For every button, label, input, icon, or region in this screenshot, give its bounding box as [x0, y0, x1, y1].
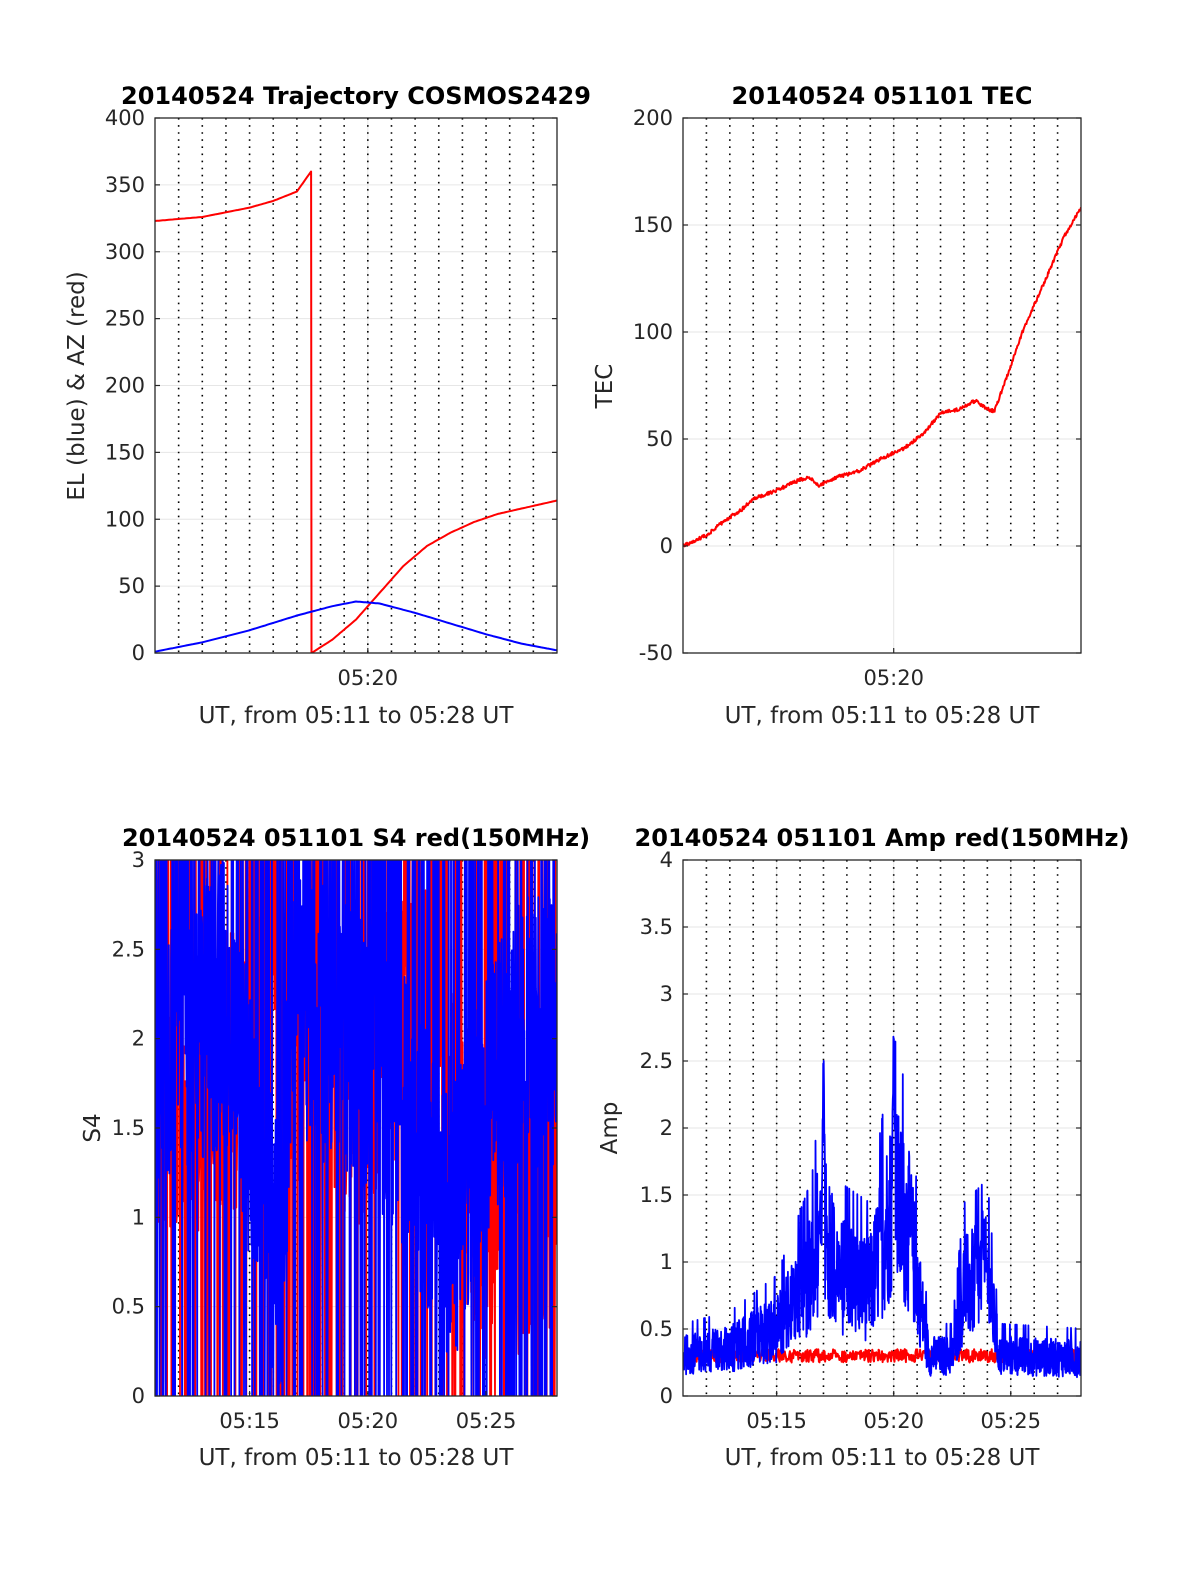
x-tick-label: 05:20: [863, 1409, 924, 1433]
y-tick-label: 50: [646, 427, 673, 451]
y-tick-label: 1: [132, 1205, 145, 1229]
y-tick-label: 200: [633, 106, 673, 130]
panel-title: 20140524 Trajectory COSMOS2429: [121, 82, 591, 110]
y-tick-label: 0: [132, 641, 145, 665]
y-tick-label: 400: [105, 106, 145, 130]
plot-area: 0 50 100 150 200 250 300 350 400 05:20: [105, 106, 558, 690]
x-axis-label: UT, from 05:11 to 05:28 UT: [199, 1445, 515, 1471]
panel-s4: 20140524 051101 S4 red(150MHz) 0 0.5 1 1.5 2…: [80, 824, 590, 1471]
y-tick-label: 0: [660, 1384, 673, 1408]
data-series-line: [683, 1035, 1081, 1379]
y-axis-label: Amp: [597, 1102, 623, 1155]
panel-tec: 20140524 051101 TEC -50 0 50 100 150 200 05:20…: [592, 82, 1082, 729]
x-tick-label: 05:20: [338, 666, 399, 690]
plot-area: 0 0.5 1 1.5 2 2.5 3 3.5 4 05:15 05:20 05:25: [640, 848, 1082, 1433]
y-tick-label: 3: [132, 848, 145, 872]
y-tick-label: 2.5: [640, 1049, 673, 1073]
y-tick-label: 0: [660, 534, 673, 558]
y-tick-label: 0.5: [640, 1317, 673, 1341]
y-tick-label: -50: [639, 641, 673, 665]
x-axis-label: UT, from 05:11 to 05:28 UT: [199, 703, 515, 729]
panel-title: 20140524 051101 TEC: [732, 82, 1033, 110]
plot-area: 0 0.5 1 1.5 2 2.5 3 05:15 05:20 05:25: [112, 848, 558, 1433]
y-tick-label: 0.5: [112, 1295, 145, 1319]
data-series-line: [683, 207, 1081, 548]
x-axis-label: UT, from 05:11 to 05:28 UT: [725, 703, 1041, 729]
plot-background: [683, 118, 1081, 653]
y-tick-label: 2: [660, 1116, 673, 1140]
x-tick-label: 05:15: [219, 1409, 280, 1433]
y-tick-label: 100: [633, 320, 673, 344]
data-series-line: [155, 600, 557, 653]
x-tick-label: 05:25: [456, 1409, 517, 1433]
y-tick-label: 200: [105, 374, 145, 398]
y-tick-label: 100: [105, 507, 145, 531]
y-tick-label: 50: [118, 574, 145, 598]
x-tick-label: 05:15: [746, 1409, 807, 1433]
y-tick-label: 3.5: [640, 915, 673, 939]
y-tick-label: 2.5: [112, 937, 145, 961]
y-tick-label: 0: [132, 1384, 145, 1408]
y-tick-label: 250: [105, 307, 145, 331]
panel-title: 20140524 051101 S4 red(150MHz): [122, 824, 590, 852]
y-tick-label: 3: [660, 982, 673, 1006]
x-tick-label: 05:20: [338, 1409, 399, 1433]
panel-title: 20140524 051101 Amp red(150MHz): [635, 824, 1130, 852]
panel-amp: 20140524 051101 Amp red(150MHz) 0 0.5 1 1.5…: [597, 824, 1129, 1471]
y-tick-label: 1: [660, 1250, 673, 1274]
x-tick-label: 05:20: [863, 666, 924, 690]
data-series-line: [155, 170, 557, 653]
panel-trajectory: 20140524 Trajectory COSMOS2429 0 50 100 150…: [64, 82, 591, 729]
y-tick-label: 150: [633, 213, 673, 237]
y-tick-label: 4: [660, 848, 673, 872]
y-tick-label: 1.5: [640, 1183, 673, 1207]
y-axis-label: S4: [80, 1113, 106, 1142]
x-axis-label: UT, from 05:11 to 05:28 UT: [725, 1445, 1041, 1471]
y-axis-label: TEC: [592, 364, 618, 410]
axes-box: [682, 117, 1082, 654]
plot-area: -50 0 50 100 150 200 05:20: [633, 106, 1082, 690]
y-tick-label: 350: [105, 173, 145, 197]
y-tick-label: 2: [132, 1027, 145, 1051]
y-axis-label: EL (blue) & AZ (red): [64, 271, 90, 500]
x-tick-label: 05:25: [980, 1409, 1041, 1433]
y-tick-label: 300: [105, 240, 145, 264]
data-series-line: [155, 860, 557, 1396]
y-tick-label: 150: [105, 440, 145, 464]
y-tick-label: 1.5: [112, 1116, 145, 1140]
